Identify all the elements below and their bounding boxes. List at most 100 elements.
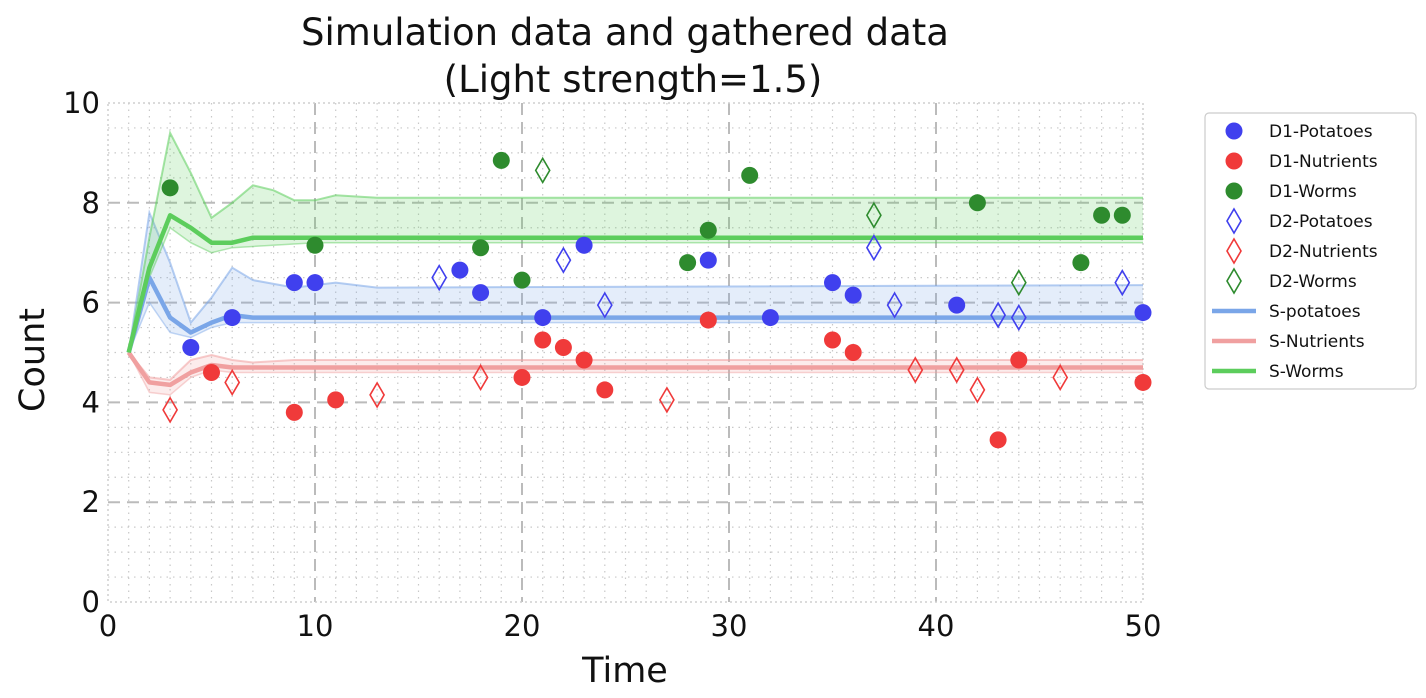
plot-area — [107, 102, 1144, 603]
axis-ticks: 0 10 20 30 40 50 0 2 4 6 8 10 — [63, 86, 1161, 643]
band-s-nutrients — [128, 352, 1143, 395]
point-d1-potatoes — [575, 236, 593, 254]
legend-entry-s-worms: S-Worms — [1212, 362, 1344, 382]
x-tick-label: 30 — [711, 609, 748, 643]
data-points — [161, 151, 1152, 449]
y-tick-label: 2 — [82, 485, 100, 519]
x-tick-label: 50 — [1125, 609, 1162, 643]
legend-entry-d2-potatoes: D2-Potatoes — [1226, 207, 1373, 235]
point-d2-nutrients — [369, 381, 386, 409]
point-d1-worms — [1113, 206, 1131, 224]
point-d2-worms — [865, 201, 882, 229]
series-line-s-nutrients — [126, 351, 1143, 388]
legend-label: D1-Worms — [1269, 182, 1357, 202]
band-lower-s-nutrients — [128, 352, 1143, 396]
point-d2-nutrients — [224, 368, 241, 397]
point-d2-nutrients — [948, 356, 965, 384]
point-d1-potatoes — [844, 286, 862, 304]
x-axis-label: Time — [581, 651, 668, 691]
legend-frame — [1204, 112, 1417, 390]
chart-subtitle: (Light strength=1.5) — [444, 58, 823, 101]
legend-label: S-Worms — [1269, 362, 1344, 382]
y-tick-label: 8 — [82, 186, 100, 220]
point-d2-worms — [534, 156, 551, 184]
point-d2-nutrients — [472, 363, 489, 392]
y-tick-label: 10 — [63, 86, 100, 120]
x-tick-label: 20 — [504, 609, 541, 643]
y-tick-label: 6 — [82, 286, 100, 320]
point-d2-potatoes — [886, 291, 903, 319]
legend-marker — [1226, 237, 1242, 265]
legend-marker — [1225, 122, 1243, 140]
chart-title: Simulation data and gathered data — [301, 11, 949, 54]
legend-entry-d2-nutrients: D2-Nutrients — [1226, 237, 1378, 265]
legend-entry-d1-worms: D1-Worms — [1225, 182, 1357, 202]
series-line-s-worms — [126, 213, 1143, 354]
y-axis-label: Count — [13, 308, 53, 412]
point-d1-worms — [1072, 254, 1090, 272]
point-d1-nutrients — [285, 403, 303, 421]
y-tick-label: 4 — [82, 385, 100, 419]
point-d1-worms — [472, 239, 490, 257]
point-d1-potatoes — [285, 274, 303, 292]
simulation-lines — [126, 213, 1143, 388]
x-tick-label: 40 — [918, 609, 955, 643]
legend-entry-d1-nutrients: D1-Nutrients — [1225, 152, 1378, 172]
point-d2-potatoes — [1114, 269, 1131, 297]
point-d1-potatoes — [761, 309, 779, 327]
point-d2-worms — [1010, 269, 1027, 297]
legend-entry-d2-worms: D2-Worms — [1226, 267, 1357, 295]
point-d1-potatoes — [948, 296, 966, 314]
point-d1-nutrients — [844, 344, 862, 361]
legend: D1-Potatoes D1-Nutrients D1-Worms D2-Potato… — [1204, 112, 1417, 390]
y-tick-label: 0 — [82, 585, 100, 619]
point-d1-potatoes — [824, 274, 841, 292]
legend-marker — [1225, 182, 1243, 200]
point-d2-nutrients — [969, 376, 986, 404]
legend-marker — [1226, 207, 1242, 235]
point-d1-nutrients — [534, 331, 552, 349]
point-d1-potatoes — [534, 309, 552, 327]
legend-label: D2-Potatoes — [1269, 212, 1373, 232]
point-d2-potatoes — [555, 246, 572, 274]
series-line-s-potatoes — [126, 275, 1143, 354]
band-lower-s-potatoes — [128, 301, 1143, 353]
legend-label: D2-Worms — [1269, 272, 1357, 292]
point-d1-worms — [492, 151, 510, 169]
point-d2-nutrients — [907, 356, 924, 384]
legend-label: S-potatoes — [1269, 302, 1361, 322]
point-d1-worms — [679, 254, 697, 272]
point-d1-nutrients — [699, 311, 717, 329]
legend-entry-s-potatoes: S-potatoes — [1212, 302, 1361, 322]
legend-label: S-Nutrients — [1269, 332, 1365, 352]
point-d1-nutrients — [554, 339, 572, 357]
x-tick-label: 10 — [297, 609, 334, 643]
band-upper-s-worms — [127, 129, 1143, 353]
point-d1-potatoes — [1134, 304, 1152, 322]
point-d1-worms — [1093, 206, 1111, 224]
point-d1-potatoes — [472, 284, 490, 302]
confidence-bands — [127, 129, 1144, 396]
point-d1-nutrients — [989, 431, 1007, 449]
x-tick-label: 0 — [99, 609, 117, 643]
point-d1-worms — [741, 166, 759, 184]
point-d1-potatoes — [182, 339, 200, 357]
legend-marker — [1226, 267, 1242, 295]
point-d1-nutrients — [596, 381, 614, 399]
point-d2-nutrients — [162, 396, 179, 424]
point-d1-nutrients — [203, 363, 220, 381]
point-d1-nutrients — [513, 368, 531, 386]
point-d1-potatoes — [306, 274, 324, 292]
band-s-worms — [128, 132, 1143, 353]
plot-frame — [107, 102, 1144, 603]
point-d1-nutrients — [1134, 373, 1152, 391]
band-upper-s-potatoes — [127, 209, 1144, 353]
point-d2-potatoes — [1010, 303, 1027, 332]
point-d1-nutrients — [1010, 351, 1028, 369]
point-d1-potatoes — [699, 251, 717, 269]
point-d2-potatoes — [865, 234, 882, 262]
point-d2-nutrients — [658, 386, 675, 414]
point-d2-potatoes — [431, 264, 448, 292]
point-d1-nutrients — [575, 351, 593, 369]
point-d1-worms — [513, 271, 531, 289]
